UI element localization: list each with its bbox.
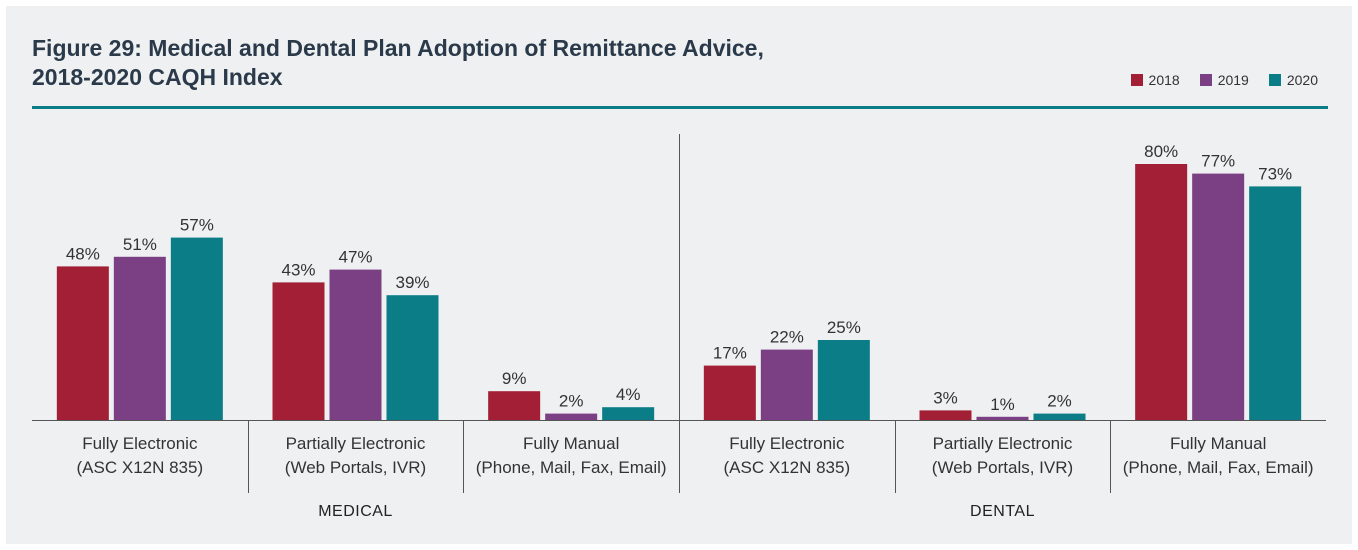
- data-label: 22%: [770, 328, 804, 347]
- bar-2018: [56, 266, 109, 420]
- chart-title: Figure 29: Medical and Dental Plan Adopt…: [32, 34, 764, 92]
- bar-2019: [1192, 173, 1245, 420]
- bar-2020: [1249, 186, 1302, 420]
- data-label: 9%: [502, 369, 527, 388]
- category-label: Partially Electronic: [933, 434, 1073, 453]
- group-label-dental: DENTAL: [970, 503, 1035, 520]
- category-sublabel: (Web Portals, IVR): [932, 458, 1073, 477]
- bar-2019: [545, 413, 598, 420]
- bar-2018: [272, 282, 325, 420]
- data-label: 4%: [616, 385, 641, 404]
- bar-2020: [1033, 413, 1086, 420]
- chart-title-line-2: 2018-2020 CAQH Index: [32, 64, 283, 90]
- data-label: 80%: [1144, 142, 1178, 161]
- bar-2019: [113, 256, 166, 420]
- legend-label-2020: 2020: [1286, 72, 1318, 88]
- data-label: 47%: [338, 248, 372, 267]
- category-label: Partially Electronic: [286, 434, 426, 453]
- legend-swatch-2020: [1268, 74, 1281, 86]
- legend-label-2018: 2018: [1148, 72, 1180, 88]
- chart-panel: Figure 29: Medical and Dental Plan Adopt…: [6, 6, 1352, 544]
- legend: 2018 2019 2020: [1130, 72, 1318, 88]
- legend-label-2019: 2019: [1217, 72, 1249, 88]
- data-label: 3%: [933, 388, 958, 407]
- data-label: 77%: [1201, 152, 1235, 171]
- title-rule: [32, 106, 1328, 109]
- category-sublabel: (ASC X12N 835): [724, 458, 851, 477]
- category-label: Fully Electronic: [729, 434, 845, 453]
- bar-2019: [976, 416, 1029, 420]
- data-label: 43%: [281, 260, 315, 279]
- legend-swatch-2019: [1199, 74, 1212, 86]
- data-label: 25%: [827, 318, 861, 337]
- category-sublabel: (Phone, Mail, Fax, Email): [476, 458, 667, 477]
- bar-2019: [760, 349, 813, 420]
- legend-item-2019: 2019: [1199, 72, 1249, 88]
- category-sublabel: (Web Portals, IVR): [285, 458, 426, 477]
- data-label: 51%: [123, 235, 157, 254]
- category-label: Fully Manual: [523, 434, 619, 453]
- data-label: 17%: [713, 344, 747, 363]
- bar-2019: [329, 269, 382, 420]
- group-label-medical: MEDICAL: [318, 503, 393, 520]
- bar-2018: [488, 391, 541, 420]
- data-label: 1%: [990, 395, 1015, 414]
- bar-2020: [817, 340, 870, 420]
- data-label: 39%: [395, 273, 429, 292]
- category-sublabel: (Phone, Mail, Fax, Email): [1123, 458, 1314, 477]
- bar-2018: [703, 365, 756, 420]
- bar-2018: [1135, 164, 1188, 420]
- data-label: 2%: [1047, 392, 1072, 411]
- chart-title-line-1: Figure 29: Medical and Dental Plan Adopt…: [32, 35, 764, 61]
- bar-chart: 48% 51% 57% Fully Electronic (ASC X12N 835) 4…: [32, 134, 1326, 520]
- bar-2020: [170, 237, 223, 420]
- bar-2020: [386, 295, 439, 420]
- legend-item-2020: 2020: [1268, 72, 1318, 88]
- data-label: 2%: [559, 392, 584, 411]
- category-label: Fully Manual: [1170, 434, 1266, 453]
- data-label: 48%: [66, 244, 100, 263]
- data-label: 73%: [1258, 164, 1292, 183]
- category-label: Fully Electronic: [82, 434, 198, 453]
- data-label: 57%: [180, 216, 214, 235]
- legend-item-2018: 2018: [1130, 72, 1180, 88]
- category-sublabel: (ASC X12N 835): [77, 458, 204, 477]
- legend-swatch-2018: [1130, 74, 1143, 86]
- bar-2018: [919, 410, 972, 420]
- bar-2020: [602, 407, 655, 420]
